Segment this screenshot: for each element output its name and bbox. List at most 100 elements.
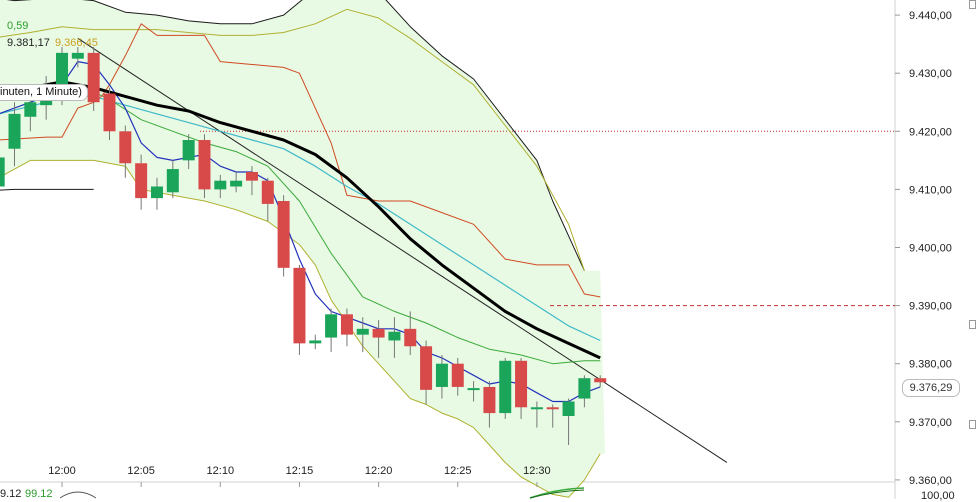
price-tick-label: 9.390,00 bbox=[909, 301, 952, 313]
candle bbox=[182, 134, 195, 170]
candle bbox=[71, 47, 84, 68]
candle bbox=[340, 308, 353, 347]
candle-body bbox=[435, 363, 448, 387]
time-tick-label: 12:20 bbox=[365, 465, 393, 477]
candle bbox=[166, 160, 179, 199]
close-value: 9.381,17 bbox=[7, 37, 50, 49]
candle-body bbox=[245, 171, 258, 181]
candle bbox=[435, 354, 448, 399]
candle-body bbox=[404, 328, 417, 347]
candle bbox=[135, 154, 148, 210]
time-tick-label: 12:25 bbox=[444, 465, 472, 477]
panel-handle-icon[interactable] bbox=[969, 0, 976, 9]
line-envelope_upper bbox=[6, 0, 585, 271]
candle bbox=[150, 177, 163, 210]
candle-body bbox=[594, 378, 607, 383]
candle-body bbox=[467, 388, 480, 391]
candle bbox=[198, 134, 211, 199]
candle-body bbox=[451, 363, 464, 387]
candle-body bbox=[309, 340, 322, 344]
candle bbox=[515, 357, 528, 419]
bottom-right-value: 100,00 bbox=[921, 490, 955, 502]
price-tick-label: 9.420,00 bbox=[909, 126, 952, 138]
candle-body bbox=[71, 52, 84, 59]
candle-body bbox=[483, 386, 496, 414]
price-tick-label: 9.410,00 bbox=[909, 184, 952, 196]
candle bbox=[277, 195, 290, 277]
candle-body bbox=[340, 314, 353, 335]
candle bbox=[309, 334, 322, 350]
candle-body bbox=[530, 407, 543, 410]
candle bbox=[8, 102, 21, 167]
candle bbox=[372, 320, 385, 358]
scroll-handle-icon[interactable] bbox=[969, 320, 976, 329]
price-tick-label: 9.400,00 bbox=[909, 243, 952, 255]
candle bbox=[483, 381, 496, 428]
candle bbox=[420, 340, 433, 405]
candle bbox=[594, 375, 607, 387]
candle-body bbox=[0, 157, 5, 187]
candle-body bbox=[198, 140, 211, 190]
candle-body bbox=[277, 201, 290, 268]
candle bbox=[562, 398, 575, 446]
candle bbox=[261, 177, 274, 222]
candle bbox=[293, 264, 306, 355]
candle-body bbox=[182, 140, 195, 161]
candle bbox=[404, 311, 417, 355]
candle-body bbox=[214, 180, 227, 190]
band-value: 9.366,45 bbox=[55, 37, 98, 49]
candle-body bbox=[135, 163, 148, 199]
candle-body bbox=[562, 401, 575, 416]
candle bbox=[0, 157, 5, 187]
price-tick-label: 9.360,00 bbox=[909, 475, 952, 487]
candle bbox=[356, 317, 369, 353]
candle-body bbox=[87, 52, 100, 103]
bottom-left-value: 9.12 bbox=[0, 488, 22, 500]
candle-body bbox=[372, 328, 385, 338]
price-tick-label: 9.370,00 bbox=[909, 417, 952, 429]
candle bbox=[214, 174, 227, 199]
candle-body bbox=[261, 180, 274, 204]
candle bbox=[467, 381, 480, 402]
candle bbox=[87, 47, 100, 111]
current-price-box: 9.376,29 bbox=[902, 379, 960, 397]
candle bbox=[451, 357, 464, 396]
price-tick-label: 9.380,00 bbox=[909, 359, 952, 371]
candle-body bbox=[24, 102, 37, 117]
candle-body bbox=[325, 314, 338, 338]
candle bbox=[103, 87, 116, 141]
time-tick-label: 12:00 bbox=[48, 465, 76, 477]
candle-body bbox=[515, 360, 528, 408]
candle bbox=[388, 317, 401, 358]
price-tick-label: 9.430,00 bbox=[909, 68, 952, 80]
line-band_upper bbox=[0, 8, 585, 271]
candle-body bbox=[56, 52, 68, 94]
price-tick-label: 9.440,00 bbox=[909, 10, 952, 22]
time-tick-label: 12:15 bbox=[286, 465, 314, 477]
candle-body bbox=[546, 407, 559, 410]
candle bbox=[499, 357, 512, 419]
candle-body bbox=[103, 93, 116, 132]
candle bbox=[230, 171, 243, 193]
candle bbox=[578, 375, 591, 408]
indicator-label-badge[interactable]: inuten, 1 Minute) bbox=[0, 84, 88, 101]
candle bbox=[546, 404, 559, 428]
candle-body bbox=[499, 360, 512, 414]
line-envelope_lower bbox=[0, 188, 94, 191]
candle-body bbox=[388, 331, 401, 341]
time-tick-label: 12:30 bbox=[523, 465, 551, 477]
candle-body bbox=[420, 346, 433, 390]
line-sma_thick bbox=[0, 80, 601, 360]
scroll-handle-icon[interactable] bbox=[969, 420, 976, 429]
candle bbox=[325, 308, 338, 353]
candle bbox=[119, 125, 132, 178]
candle-body bbox=[150, 186, 163, 199]
candle bbox=[245, 166, 258, 196]
candle-body bbox=[356, 328, 369, 335]
bottom-green-value: 99.12 bbox=[25, 488, 53, 500]
time-tick-label: 12:05 bbox=[127, 465, 155, 477]
candle-body bbox=[293, 267, 306, 344]
candle-body bbox=[166, 169, 179, 193]
